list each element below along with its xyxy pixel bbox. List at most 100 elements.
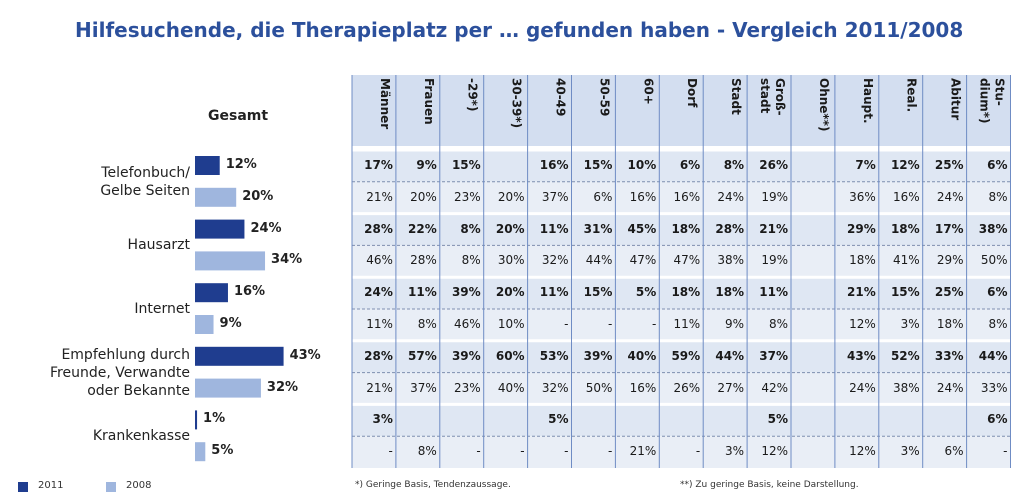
table-cell: 16% — [893, 189, 920, 204]
table-cell: 53% — [539, 348, 569, 363]
table-cell: 8% — [460, 221, 481, 236]
table-cell: 9% — [725, 317, 745, 331]
table-cell: 17% — [364, 158, 393, 172]
table-cell: 8% — [768, 317, 788, 331]
bar — [195, 283, 228, 303]
table-cell: 29% — [936, 253, 964, 268]
category-label: Hausarzt — [127, 237, 190, 254]
row-bg — [352, 436, 1011, 468]
table-cell: 15% — [451, 158, 481, 172]
value-label: 20% — [242, 188, 274, 204]
table-cell: 50% — [980, 253, 1008, 268]
table-cell: - — [695, 444, 701, 459]
table-cell: 3% — [725, 444, 745, 459]
table-cell: - — [1003, 444, 1008, 459]
table-cell: 8% — [988, 317, 1008, 331]
table-cell: 32% — [541, 380, 569, 395]
table-cell: 37% — [410, 380, 437, 395]
column-header: Real. — [904, 78, 919, 113]
table-cell: 11% — [408, 285, 437, 300]
table-cell: 26% — [673, 380, 701, 395]
row-bg — [352, 213, 1011, 246]
table-cell: 15% — [583, 158, 613, 172]
table-cell: 11% — [366, 317, 393, 331]
category-label: Telefonbuch/ Gelbe Seiten — [100, 164, 190, 199]
table-cell: 23% — [454, 189, 481, 204]
row-bg — [352, 309, 1011, 341]
table-cell: 16% — [673, 189, 701, 204]
table-cell: 18% — [671, 221, 701, 236]
table-cell: 8% — [417, 317, 437, 331]
table-cell: 31% — [583, 221, 613, 236]
table-cell: 24% — [717, 189, 745, 204]
table-cell: 20% — [497, 189, 525, 204]
table-cell: 21% — [366, 189, 393, 204]
bar — [195, 378, 261, 398]
table-cell: 57% — [408, 348, 437, 363]
column-header: Abitur — [948, 78, 963, 121]
table-cell: 16% — [539, 158, 569, 172]
table-cell: 11% — [759, 285, 788, 300]
table-cell: 27% — [717, 380, 745, 395]
bar — [195, 187, 237, 207]
table-cell: 16% — [629, 380, 657, 395]
table-cell: 44% — [585, 253, 613, 268]
bar — [195, 219, 245, 239]
value-label: 43% — [289, 347, 321, 363]
column-header: 40-49 — [553, 78, 568, 117]
value-label: 5% — [211, 443, 234, 459]
table-cell: 6% — [987, 285, 1008, 300]
table-cell: 21% — [366, 380, 393, 395]
bar — [195, 410, 198, 430]
table-cell: 28% — [364, 348, 393, 363]
column-header: Ohne**) — [816, 78, 831, 132]
footnote: **) Zu geringe Basis, keine Darstellung. — [680, 480, 859, 490]
table-cell: 6% — [987, 158, 1008, 172]
column-header: Stadt — [729, 78, 744, 115]
table-cell: 21% — [847, 285, 876, 300]
category-label: Krankenkasse — [92, 428, 190, 445]
table-cell: 12% — [890, 158, 920, 172]
table-cell: 3% — [900, 444, 920, 459]
row-bg — [352, 181, 1011, 214]
column-header: 30-39*) — [509, 78, 524, 129]
value-label: 32% — [266, 379, 299, 395]
value-label: 16% — [233, 284, 266, 300]
column-header: Haupt. — [860, 78, 875, 124]
legend-swatch — [106, 482, 116, 492]
table-cell: 25% — [934, 158, 964, 172]
table-cell: 20% — [495, 285, 525, 300]
bar — [195, 346, 284, 366]
table-cell: 5% — [635, 285, 657, 300]
table-cell: 12% — [761, 444, 788, 459]
legend-label: 2011 — [38, 480, 64, 491]
table-cell: 41% — [893, 253, 920, 268]
table-cell: 24% — [849, 380, 876, 395]
value-label: 24% — [250, 220, 282, 236]
table-cell: 33% — [980, 380, 1008, 395]
bar — [195, 156, 220, 175]
table-cell: 20% — [410, 189, 437, 204]
table-cell: - — [476, 444, 481, 459]
table-cell: 46% — [454, 317, 481, 331]
bar — [195, 251, 266, 271]
table-cell: 18% — [936, 317, 964, 331]
row-bg — [352, 372, 1011, 405]
table-cell: 25% — [934, 285, 964, 300]
footnote: *) Geringe Basis, Tendenzaussage. — [355, 480, 511, 490]
row-bg — [352, 245, 1011, 278]
table-cell: 8% — [417, 444, 437, 459]
table-cell: 60% — [495, 348, 525, 363]
category-label: Internet — [134, 301, 190, 317]
table-cell: 6% — [944, 444, 964, 459]
row-bg — [352, 404, 1011, 437]
table-cell: 28% — [715, 221, 745, 236]
table-cell: 16% — [629, 189, 657, 204]
table-cell: 52% — [890, 348, 920, 363]
table-cell: 5% — [767, 412, 788, 427]
column-header: 50-59 — [597, 78, 612, 117]
table-cell: 10% — [497, 317, 525, 331]
table-cell: - — [520, 444, 525, 459]
